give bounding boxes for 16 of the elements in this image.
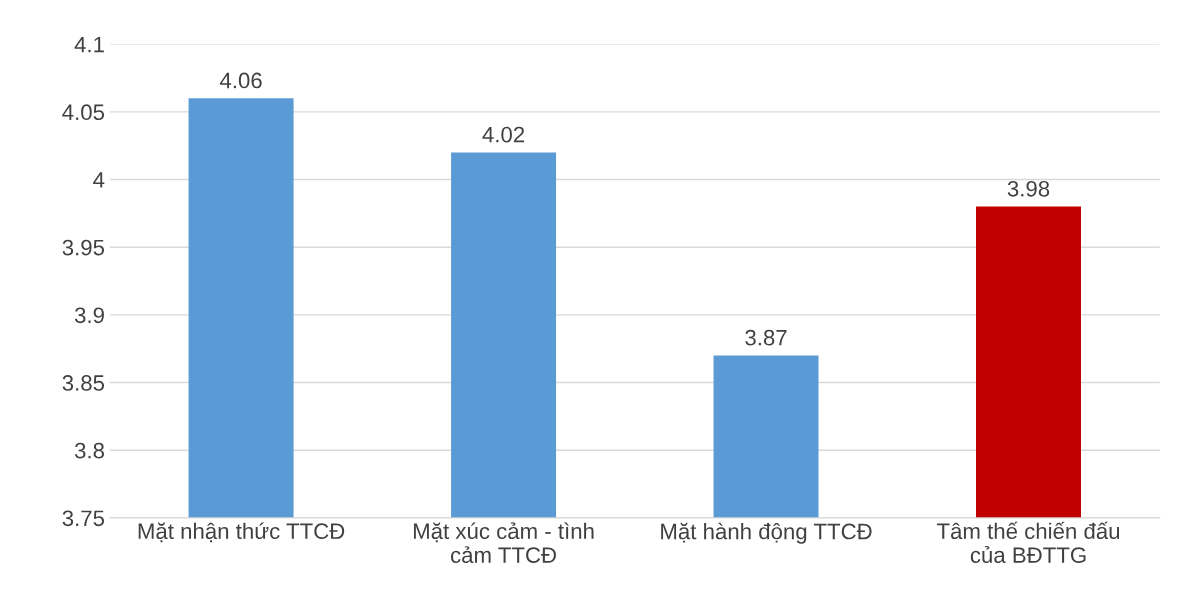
y-tick-label: 4.1 xyxy=(74,36,104,53)
x-tick-label: Mặt nhận thức TTCĐ xyxy=(138,522,345,543)
x-tick-label: Mặt xúc cảm - tình cảm TTCĐ xyxy=(413,522,594,563)
y-tick-label: 3.95 xyxy=(62,239,105,256)
data-label: 3.98 xyxy=(1007,180,1050,197)
x-tick-label: Tâm thế chiến đấu của BĐTTG xyxy=(936,521,1120,563)
y-tick-label: 3.9 xyxy=(74,307,104,324)
y-tick-label: 3.8 xyxy=(74,442,105,459)
y-tick-label: 3.75 xyxy=(62,510,105,527)
data-label: 4.02 xyxy=(482,126,525,143)
data-label: 4.06 xyxy=(219,72,262,89)
y-tick-label: 4 xyxy=(93,172,105,188)
y-tick-label: 4.05 xyxy=(62,104,105,121)
y-tick-label: 3.85 xyxy=(62,375,105,391)
data-label: 3.87 xyxy=(745,329,787,346)
x-tick-label: Mặt hành động TTCĐ xyxy=(661,522,872,544)
